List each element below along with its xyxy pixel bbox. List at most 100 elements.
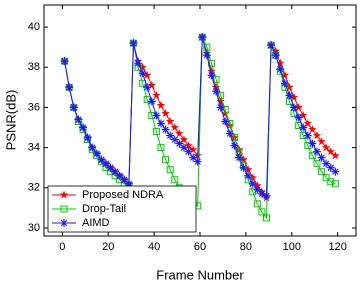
marker-star bbox=[243, 165, 253, 174]
marker-asterisk bbox=[60, 57, 69, 66]
marker-square bbox=[166, 166, 174, 174]
marker-star bbox=[170, 123, 179, 132]
x-tick-label: 20 bbox=[102, 241, 114, 253]
marker-asterisk bbox=[69, 103, 78, 112]
marker-asterisk bbox=[111, 167, 120, 176]
marker-asterisk bbox=[74, 115, 83, 124]
x-tick-label: 80 bbox=[240, 241, 252, 253]
marker-asterisk bbox=[262, 191, 271, 200]
marker-square bbox=[327, 178, 335, 186]
marker-star bbox=[326, 147, 335, 156]
marker-star bbox=[179, 135, 189, 144]
y-tick-label: 30 bbox=[28, 222, 40, 234]
legend-label: Proposed NDRA bbox=[82, 189, 164, 201]
marker-star bbox=[221, 109, 230, 118]
marker-star bbox=[253, 181, 262, 190]
marker-asterisk bbox=[317, 153, 326, 162]
y-tick-label: 38 bbox=[28, 61, 40, 73]
x-tick-label: 40 bbox=[148, 241, 160, 253]
x-tick-label: 0 bbox=[59, 241, 65, 253]
y-tick-label: 34 bbox=[28, 142, 40, 154]
marker-asterisk bbox=[267, 41, 276, 50]
marker-asterisk bbox=[129, 39, 138, 48]
marker-asterisk bbox=[97, 155, 106, 164]
marker-asterisk bbox=[138, 69, 147, 78]
marker-star bbox=[308, 125, 317, 134]
marker-asterisk bbox=[92, 149, 101, 158]
marker-asterisk bbox=[239, 163, 248, 172]
marker-asterisk bbox=[313, 147, 321, 156]
marker-asterisk bbox=[230, 141, 239, 150]
marker-asterisk bbox=[303, 131, 312, 140]
y-tick-label: 40 bbox=[28, 21, 40, 33]
marker-star bbox=[211, 82, 221, 91]
marker-square bbox=[308, 152, 316, 160]
marker-asterisk bbox=[253, 185, 262, 194]
marker-asterisk bbox=[179, 143, 188, 152]
marker-star bbox=[285, 82, 294, 91]
marker-star bbox=[143, 70, 152, 79]
marker-asterisk bbox=[331, 167, 340, 176]
y-axis-label: PSNR(dB) bbox=[3, 90, 18, 151]
marker-square bbox=[157, 144, 165, 152]
marker-asterisk bbox=[120, 175, 129, 184]
marker-square bbox=[152, 128, 160, 136]
marker-asterisk bbox=[170, 135, 179, 144]
marker-asterisk bbox=[79, 123, 87, 132]
marker-square bbox=[203, 43, 211, 51]
marker-star bbox=[147, 80, 157, 89]
marker-asterisk bbox=[294, 113, 303, 122]
marker-asterisk bbox=[166, 131, 175, 140]
marker-asterisk bbox=[101, 159, 110, 168]
marker-asterisk bbox=[244, 171, 253, 180]
marker-star bbox=[175, 129, 184, 138]
marker-star bbox=[59, 190, 69, 199]
marker-asterisk bbox=[184, 147, 193, 156]
marker-star bbox=[294, 102, 303, 112]
marker-square bbox=[60, 205, 68, 213]
marker-star bbox=[138, 62, 147, 71]
marker-star bbox=[312, 131, 322, 140]
marker-star bbox=[156, 100, 166, 110]
marker-asterisk bbox=[221, 117, 230, 126]
marker-asterisk bbox=[152, 111, 161, 120]
marker-asterisk bbox=[308, 139, 317, 148]
marker-asterisk bbox=[124, 179, 133, 188]
marker-asterisk bbox=[134, 59, 143, 68]
y-tick-label: 32 bbox=[28, 182, 40, 194]
marker-asterisk bbox=[276, 65, 285, 74]
marker-asterisk bbox=[147, 97, 156, 106]
marker-asterisk bbox=[198, 33, 207, 42]
marker-asterisk bbox=[271, 51, 280, 60]
marker-square bbox=[331, 180, 339, 188]
x-tick-label: 120 bbox=[328, 241, 346, 253]
marker-asterisk bbox=[257, 189, 266, 198]
marker-star bbox=[271, 46, 280, 55]
marker-asterisk bbox=[280, 79, 289, 88]
marker-star bbox=[234, 145, 244, 154]
marker-star bbox=[165, 117, 175, 126]
marker-asterisk bbox=[60, 219, 68, 227]
marker-star bbox=[239, 155, 248, 164]
marker-star bbox=[216, 96, 225, 106]
marker-asterisk bbox=[322, 159, 331, 168]
marker-asterisk bbox=[225, 129, 234, 138]
legend-label: Drop-Tail bbox=[82, 203, 126, 215]
marker-star bbox=[276, 58, 285, 67]
marker-asterisk bbox=[299, 123, 308, 132]
marker-star bbox=[289, 92, 299, 101]
marker-asterisk bbox=[235, 153, 243, 162]
marker-star bbox=[188, 145, 198, 154]
marker-star bbox=[161, 109, 170, 118]
marker-asterisk bbox=[202, 51, 211, 60]
marker-asterisk bbox=[115, 171, 124, 180]
marker-square bbox=[162, 156, 170, 164]
x-tick-label: 60 bbox=[194, 241, 206, 253]
marker-star bbox=[248, 173, 257, 182]
x-tick-label: 100 bbox=[283, 241, 301, 253]
marker-asterisk bbox=[65, 83, 74, 92]
marker-square bbox=[253, 200, 261, 208]
marker-asterisk bbox=[207, 71, 216, 80]
